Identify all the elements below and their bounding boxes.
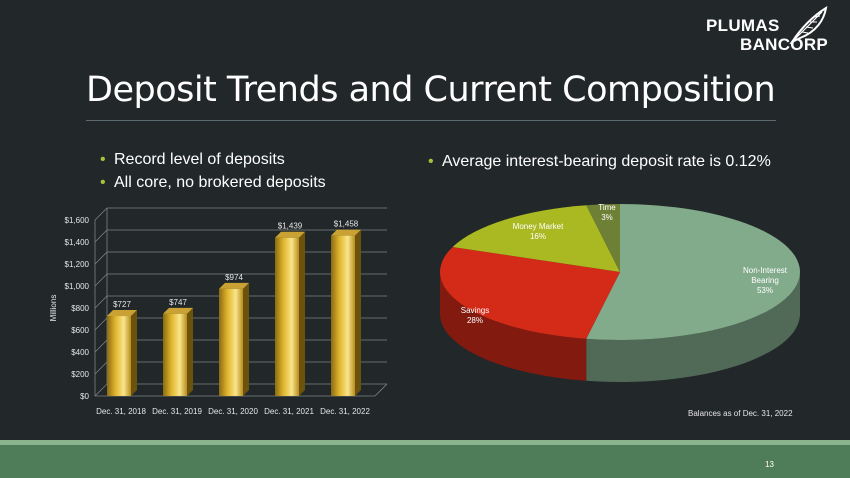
bullet-item: • Record level of deposits bbox=[100, 148, 326, 171]
feather-icon bbox=[789, 6, 828, 44]
y-tick-label: $0 bbox=[80, 392, 89, 401]
logo-text-plumas: PLUMAS bbox=[706, 16, 780, 35]
bar bbox=[107, 316, 131, 396]
bar-value-label: $747 bbox=[169, 298, 187, 307]
bar-value-label: $727 bbox=[113, 300, 131, 309]
pie-slice-label: Non-Interest bbox=[743, 266, 788, 275]
bar bbox=[219, 288, 243, 396]
grid-diagonal bbox=[94, 251, 108, 265]
bar-top bbox=[219, 282, 249, 289]
pie-slice-percent: 53% bbox=[757, 286, 773, 295]
pie-slice bbox=[586, 204, 801, 340]
bar-side bbox=[299, 231, 305, 396]
y-tick-label: $800 bbox=[71, 304, 89, 313]
title-divider bbox=[86, 120, 776, 121]
bar-value-label: $1,458 bbox=[334, 220, 359, 229]
bullet-text: All core, no brokered deposits bbox=[114, 174, 326, 191]
x-tick-label: Dec. 31, 2022 bbox=[320, 407, 370, 416]
bar-side bbox=[355, 229, 361, 396]
grid-diagonal bbox=[94, 317, 108, 331]
pie-slice-percent: 28% bbox=[467, 316, 483, 325]
bar-side bbox=[131, 310, 137, 396]
x-tick-label: Dec. 31, 2021 bbox=[264, 407, 314, 416]
footer-accent-strip bbox=[0, 440, 850, 445]
y-tick-label: $600 bbox=[71, 326, 89, 335]
page-title: Deposit Trends and Current Composition bbox=[86, 70, 776, 110]
deposit-bar-chart: $0 $200 $400 $600 $800 $1,000 $1,200 $1,400 $1,6… bbox=[49, 207, 388, 416]
balances-note: Balances as of Dec. 31, 2022 bbox=[688, 409, 793, 418]
bar-value-label: $974 bbox=[225, 273, 243, 282]
bar-side bbox=[243, 282, 249, 396]
pie-slice bbox=[452, 205, 620, 272]
y-tick-label: $1,600 bbox=[65, 216, 90, 225]
bullet-item: • All core, no brokered deposits bbox=[100, 171, 326, 194]
x-tick-label: Dec. 31, 2018 bbox=[96, 407, 146, 416]
bullet-text: Record level of deposits bbox=[114, 151, 285, 168]
bar-top bbox=[275, 231, 305, 238]
floor-edge bbox=[374, 383, 388, 397]
bar bbox=[275, 237, 299, 396]
bar-side bbox=[187, 307, 193, 396]
pie-slice-label: Money Market bbox=[513, 222, 564, 231]
page-number: 13 bbox=[765, 460, 774, 469]
y-tick-label: $200 bbox=[71, 370, 89, 379]
bar-value-label: $1,439 bbox=[278, 222, 303, 231]
bullet-text: Average interest-bearing deposit rate is… bbox=[442, 153, 771, 170]
bar bbox=[331, 235, 355, 396]
bullet-dot-icon: • bbox=[428, 153, 434, 170]
y-tick-label: $1,200 bbox=[65, 260, 90, 269]
grid-diagonal bbox=[94, 383, 108, 397]
bullet-dot-icon: • bbox=[100, 151, 106, 168]
grid-diagonal bbox=[94, 229, 108, 243]
y-axis-label: Millions bbox=[49, 295, 58, 322]
footer-bar: 13 bbox=[0, 445, 850, 478]
pie-slice-label: Bearing bbox=[751, 276, 779, 285]
pie-slice-label: Time bbox=[598, 203, 616, 212]
grid-diagonal bbox=[94, 361, 108, 375]
y-tick-label: $1,400 bbox=[65, 238, 90, 247]
pie-slice-percent: 16% bbox=[530, 232, 546, 241]
grid-diagonal bbox=[94, 273, 108, 287]
logo-text-bancorp: BANCORP bbox=[740, 35, 829, 54]
pie-slice-side bbox=[586, 272, 800, 382]
bar-top bbox=[331, 229, 361, 236]
pie-slice-percent: 3% bbox=[601, 213, 613, 222]
x-tick-label: Dec. 31, 2019 bbox=[152, 407, 202, 416]
bar-top bbox=[163, 307, 193, 314]
x-tick-label: Dec. 31, 2020 bbox=[208, 407, 258, 416]
bar bbox=[163, 313, 187, 396]
company-logo: PLUMAS BANCORP bbox=[700, 6, 845, 56]
y-tick-label: $1,000 bbox=[65, 282, 90, 291]
pie-slice bbox=[586, 204, 620, 272]
pie-slice-label: Savings bbox=[461, 306, 489, 315]
bar-top bbox=[107, 310, 137, 317]
pie-slice bbox=[440, 246, 620, 339]
y-tick-label: $400 bbox=[71, 348, 89, 357]
right-bullet: • Average interest-bearing deposit rate i… bbox=[428, 153, 771, 171]
bullet-dot-icon: • bbox=[100, 174, 106, 191]
left-bullet-list: • Record level of deposits • All core, no … bbox=[100, 148, 326, 194]
grid-diagonal bbox=[94, 339, 108, 353]
pie-slice-side bbox=[440, 272, 587, 381]
grid-diagonal bbox=[94, 207, 108, 221]
grid-diagonal bbox=[94, 295, 108, 309]
